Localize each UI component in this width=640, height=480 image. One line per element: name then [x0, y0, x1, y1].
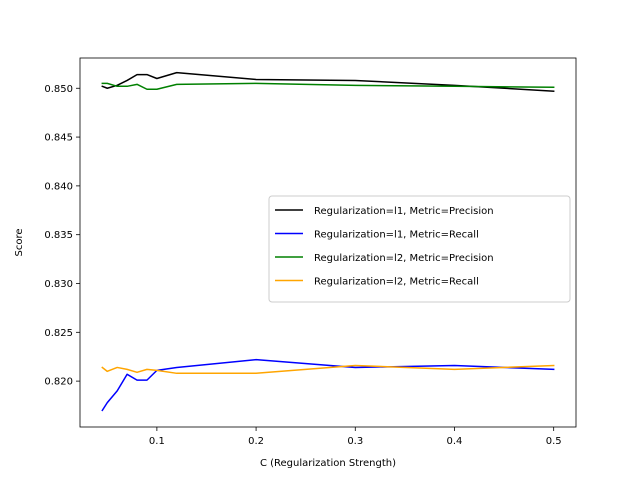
y-axis-label: Score	[14, 228, 25, 256]
y-tick-label: 0.820	[44, 377, 73, 388]
x-axis-label: C (Regularization Strength)	[260, 458, 396, 469]
series-line-3	[101, 82, 555, 90]
y-tick-label: 0.830	[44, 279, 73, 290]
legend-label: Regularization=l1, Metric=Recall	[314, 230, 479, 241]
legend-label: Regularization=l2, Metric=Recall	[314, 277, 479, 288]
x-tick-label: 0.2	[248, 436, 264, 447]
y-tick-label: 0.825	[44, 328, 73, 339]
y-tick-label: 0.845	[44, 133, 73, 144]
axes: 0.1 0.2 0.3 0.4 0.5 0.820 0.825 0.830 0.835 0.840…	[44, 84, 561, 447]
legend-label: Regularization=l1, Metric=Precision	[314, 206, 494, 217]
legend-box	[268, 195, 571, 303]
y-tick-label: 0.840	[44, 181, 73, 192]
series-line-2	[101, 358, 555, 412]
series-lines	[101, 71, 555, 412]
x-tick-label: 0.5	[546, 436, 562, 447]
x-tick-label: 0.1	[149, 436, 165, 447]
y-tick-label: 0.850	[44, 84, 73, 95]
plot-frame	[79, 57, 577, 428]
legend: Regularization=l1, Metric=Precision Regul…	[268, 195, 571, 303]
x-tick-label: 0.3	[347, 436, 363, 447]
series-line-4	[101, 364, 555, 375]
legend-label: Regularization=l2, Metric=Precision	[314, 253, 494, 264]
x-tick-label: 0.4	[447, 436, 463, 447]
y-tick-label: 0.835	[44, 230, 73, 241]
